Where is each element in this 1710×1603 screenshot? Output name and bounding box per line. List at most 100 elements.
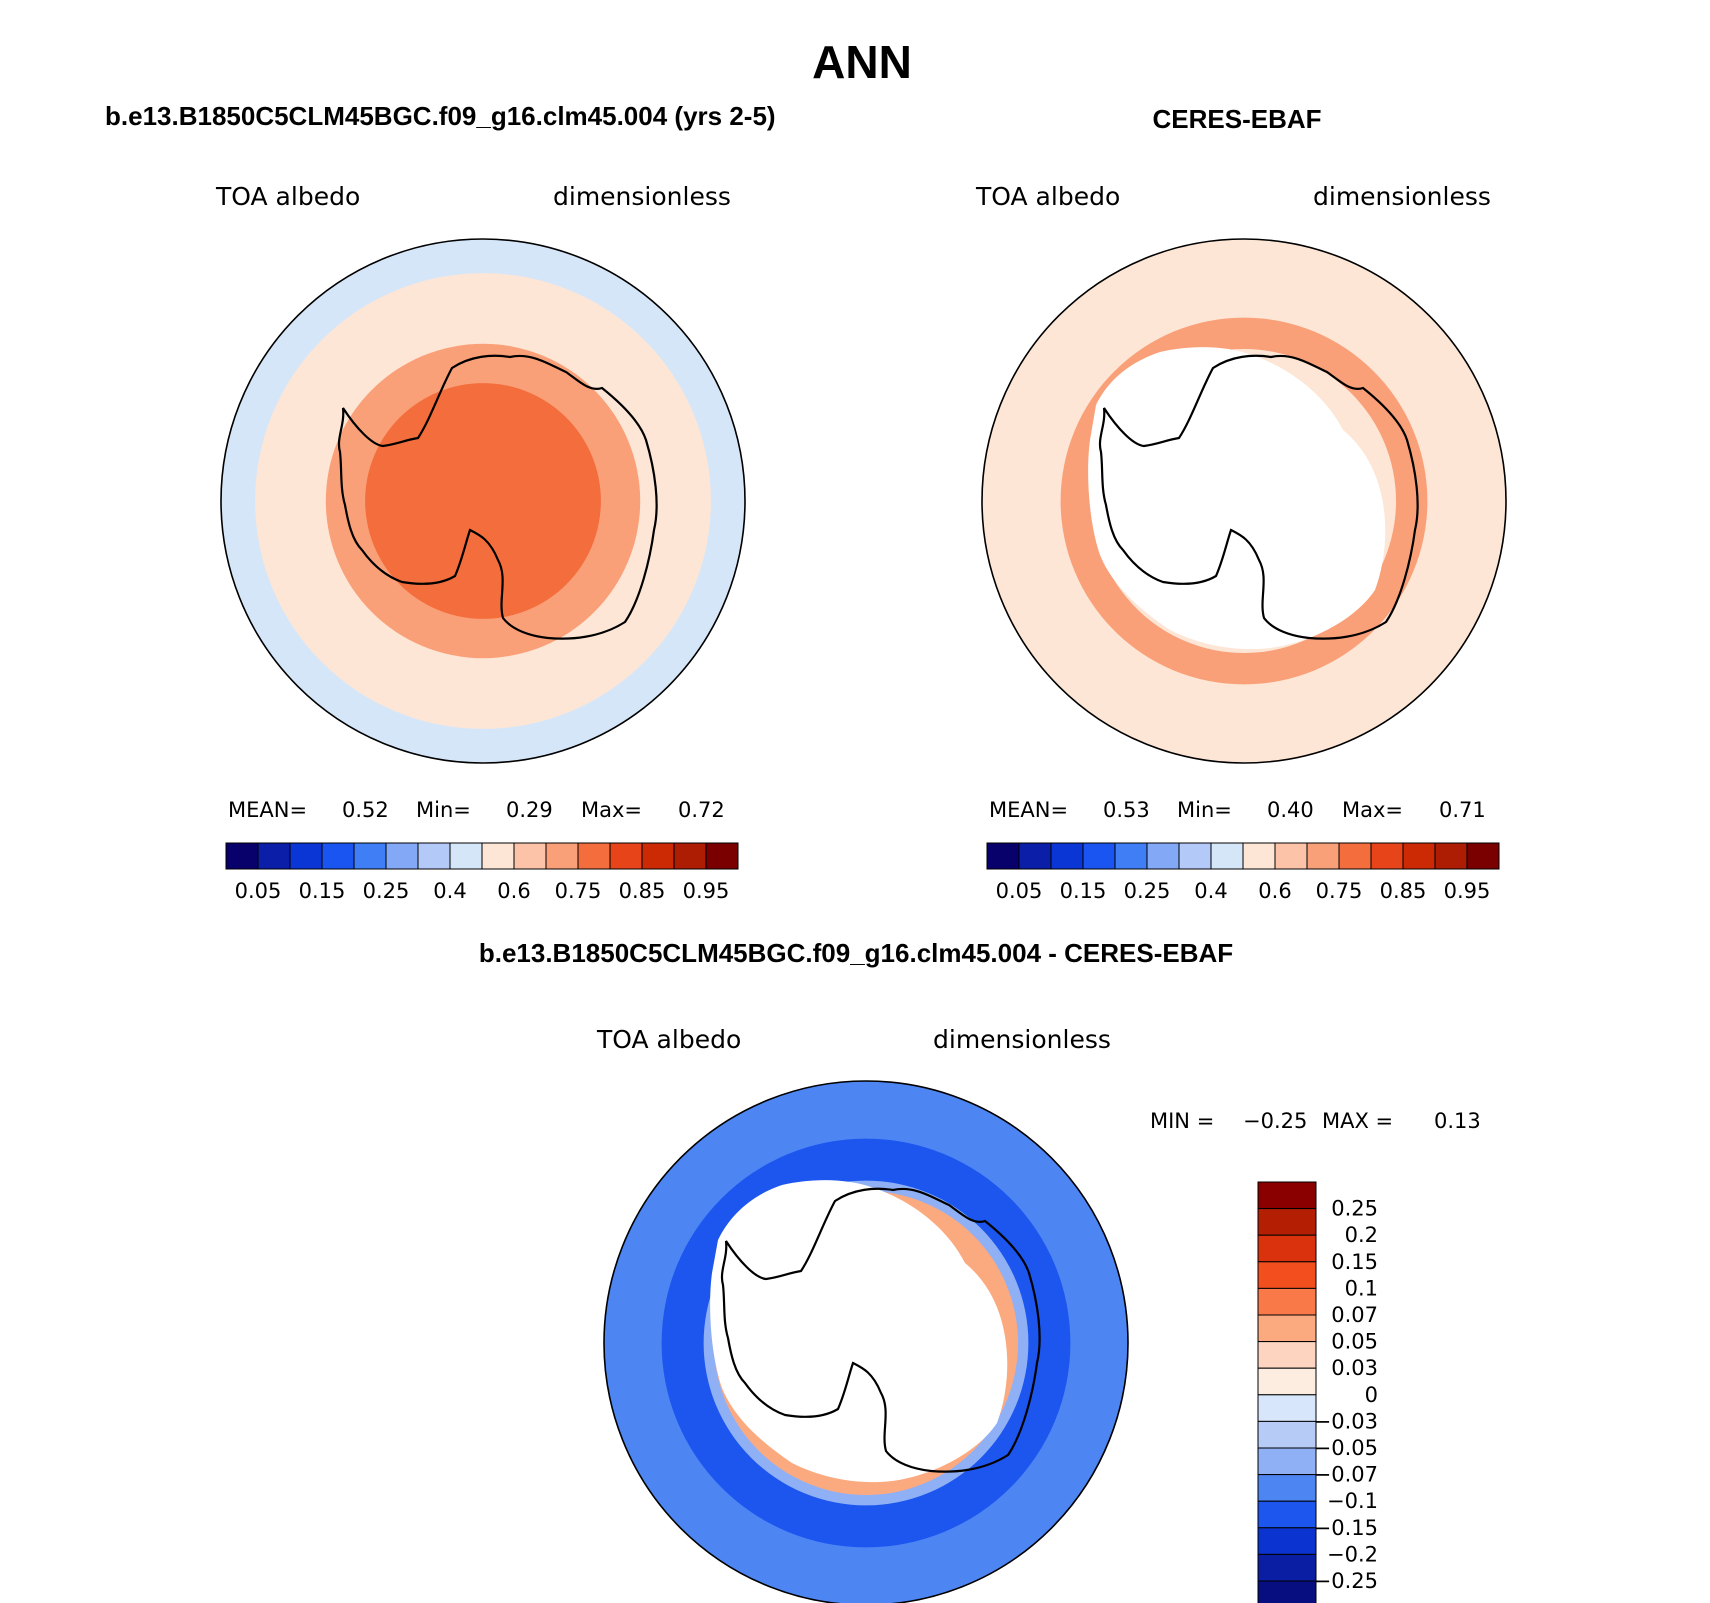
panel-obs-continent-mask xyxy=(1088,347,1386,650)
panel-diff-colorbar-tick-label: 0.25 xyxy=(1331,1197,1378,1221)
panel-diff-title: b.e13.B1850C5CLM45BGC.f09_g16.clm45.004 … xyxy=(479,938,1233,968)
panel-model-colorbar-tick-label: 0.75 xyxy=(555,879,602,903)
panel-obs-continent-outline xyxy=(1098,354,1419,640)
panel-model-colorbar-swatch xyxy=(481,842,515,870)
panel-diff-colorbar-swatch xyxy=(1257,1367,1317,1396)
panel-obs-colorbar-tick-label: 0.75 xyxy=(1316,879,1363,903)
panel-obs-min-value: 0.40 xyxy=(1267,798,1314,822)
panel-model-min-label: Min= xyxy=(416,798,471,822)
panel-model-colorbar-swatch xyxy=(705,842,739,870)
panel-model-continent-outline xyxy=(337,354,658,640)
panel-diff-colorbar-swatch xyxy=(1257,1287,1317,1316)
panel-model-map-border xyxy=(220,238,746,764)
panel-model-colorbar-labels: 0.05 0.15 0.25 0.4 0.6 0.75 0.85 0.95 xyxy=(235,879,730,903)
panel-diff-colorbar-tick-label: −0.25 xyxy=(1314,1569,1378,1593)
panel-obs-colorbar-tick-label: 0.05 xyxy=(996,879,1043,903)
panel-model: b.e13.B1850C5CLM45BGC.f09_g16.clm45.004 … xyxy=(105,101,776,903)
panel-diff: b.e13.B1850C5CLM45BGC.f09_g16.clm45.004 … xyxy=(479,938,1481,1603)
panel-diff-colorbar-tick-label: −0.1 xyxy=(1327,1489,1378,1513)
panel-diff-colorbar-tick-label: 0.2 xyxy=(1345,1223,1378,1247)
panel-diff-colorbar-tick-label: 0 xyxy=(1365,1383,1378,1407)
panel-diff-max-label: MAX = xyxy=(1322,1109,1393,1133)
panel-model-colorbar-swatch xyxy=(577,842,611,870)
panel-obs-colorbar-swatch xyxy=(1082,842,1116,870)
panel-model-colorbar-swatch xyxy=(641,842,675,870)
panel-model-variable: TOA albedo xyxy=(215,182,360,211)
panel-model-map xyxy=(221,239,745,763)
panel-diff-colorbar-tick-label: 0.15 xyxy=(1331,1250,1378,1274)
panel-diff-colorbar-swatch xyxy=(1257,1341,1317,1369)
panel-obs-mean-value: 0.53 xyxy=(1103,798,1150,822)
panel-model-colorbar-tick-label: 0.15 xyxy=(299,879,346,903)
panel-obs-colorbar-swatch xyxy=(1306,842,1340,870)
panel-obs-colorbar-tick-label: 0.6 xyxy=(1258,879,1291,903)
panel-model-colorbar-swatch xyxy=(513,842,547,870)
panel-diff-stats: MIN = −0.25 MAX = 0.13 xyxy=(1150,1109,1481,1133)
panel-obs-colorbar-tick-label: 0.85 xyxy=(1380,879,1427,903)
panel-model-max-label: Max= xyxy=(581,798,642,822)
panel-model-colorbar-swatch xyxy=(609,842,643,870)
panel-diff-colorbar-swatch xyxy=(1257,1447,1317,1476)
panel-obs-colorbar-swatch xyxy=(1434,842,1468,870)
panel-diff-colorbar-swatch xyxy=(1257,1580,1317,1603)
panel-diff-colorbar-tick-label: −0.15 xyxy=(1314,1516,1378,1540)
panel-model-colorbar-swatch xyxy=(417,842,451,870)
panel-obs-max-value: 0.71 xyxy=(1439,798,1486,822)
panel-obs-colorbar-tick-label: 0.15 xyxy=(1060,879,1107,903)
panel-model-title: b.e13.B1850C5CLM45BGC.f09_g16.clm45.004 … xyxy=(105,101,776,131)
panel-diff-colorbar-swatch xyxy=(1257,1527,1317,1555)
panel-diff-colorbar-swatch xyxy=(1257,1261,1317,1289)
panel-model-colorbar-swatch xyxy=(257,842,291,870)
panel-diff-colorbar-swatch xyxy=(1257,1553,1317,1582)
panel-model-colorbar-tick-label: 0.05 xyxy=(235,879,282,903)
panel-diff-colorbar xyxy=(1257,1181,1317,1603)
panel-model-mean-value: 0.52 xyxy=(342,798,389,822)
panel-obs-colorbar-swatch xyxy=(1466,842,1500,870)
panel-diff-units: dimensionless xyxy=(933,1025,1111,1054)
panel-obs-units: dimensionless xyxy=(1313,182,1491,211)
panel-diff-colorbar-tick-label: 0.1 xyxy=(1345,1276,1378,1300)
panel-model-colorbar-swatch xyxy=(321,842,355,870)
panel-model-colorbar-swatch xyxy=(545,842,579,870)
panel-diff-colorbar-swatch xyxy=(1257,1208,1317,1236)
panel-obs-colorbar-swatch xyxy=(1210,842,1244,870)
panel-obs-colorbar-tick-label: 0.95 xyxy=(1444,879,1491,903)
panel-obs-colorbar-tick-label: 0.25 xyxy=(1124,879,1171,903)
panel-model-contour-band-4 xyxy=(365,383,601,619)
panel-obs-colorbar-swatch xyxy=(1242,842,1276,870)
panel-obs-colorbar-swatch xyxy=(1402,842,1436,870)
panel-obs-colorbar-swatch xyxy=(1370,842,1404,870)
panel-diff-continent-outline xyxy=(720,1187,1041,1473)
panel-diff-min-label: MIN = xyxy=(1150,1109,1214,1133)
panel-diff-colorbar-swatch xyxy=(1257,1500,1317,1529)
panel-diff-max-value: 0.13 xyxy=(1434,1109,1481,1133)
panel-model-units: dimensionless xyxy=(553,182,731,211)
panel-model-colorbar-tick-label: 0.85 xyxy=(619,879,666,903)
panel-obs-min-label: Min= xyxy=(1177,798,1232,822)
panel-diff-colorbar-tick-label: −0.05 xyxy=(1314,1436,1378,1460)
panel-obs-title: CERES-EBAF xyxy=(1152,104,1321,134)
panel-obs-colorbar-swatch xyxy=(1114,842,1148,870)
panel-model-colorbar xyxy=(225,842,739,870)
panel-diff-map-border xyxy=(603,1080,1129,1603)
panel-diff-colorbar-swatch xyxy=(1257,1474,1317,1502)
panel-diff-colorbar-swatch xyxy=(1257,1181,1317,1210)
panel-model-colorbar-tick-label: 0.4 xyxy=(433,879,466,903)
panel-diff-colorbar-tick-label: −0.2 xyxy=(1327,1542,1378,1566)
panel-model-max-value: 0.72 xyxy=(678,798,725,822)
panel-model-colorbar-swatch xyxy=(225,842,259,870)
figure-title: ANN xyxy=(812,36,912,88)
panel-diff-variable: TOA albedo xyxy=(596,1025,741,1054)
panel-obs-map-border xyxy=(981,238,1507,764)
panel-obs-colorbar-swatch xyxy=(1274,842,1308,870)
panel-obs-max-label: Max= xyxy=(1342,798,1403,822)
panel-model-colorbar-swatch xyxy=(385,842,419,870)
panel-diff-colorbar-labels: 0.250.2 0.150.1 0.07 0.050.03 0−0.03 −0.05 −0.… xyxy=(1314,1197,1378,1593)
panel-obs-colorbar-swatch xyxy=(1178,842,1212,870)
panel-diff-continent-mask xyxy=(710,1180,1008,1483)
panel-diff-colorbar-tick-label: 0.05 xyxy=(1331,1330,1378,1354)
panel-obs-colorbar-tick-label: 0.4 xyxy=(1194,879,1227,903)
panel-diff-colorbar-swatch xyxy=(1257,1234,1317,1263)
panel-model-colorbar-swatch xyxy=(289,842,323,870)
